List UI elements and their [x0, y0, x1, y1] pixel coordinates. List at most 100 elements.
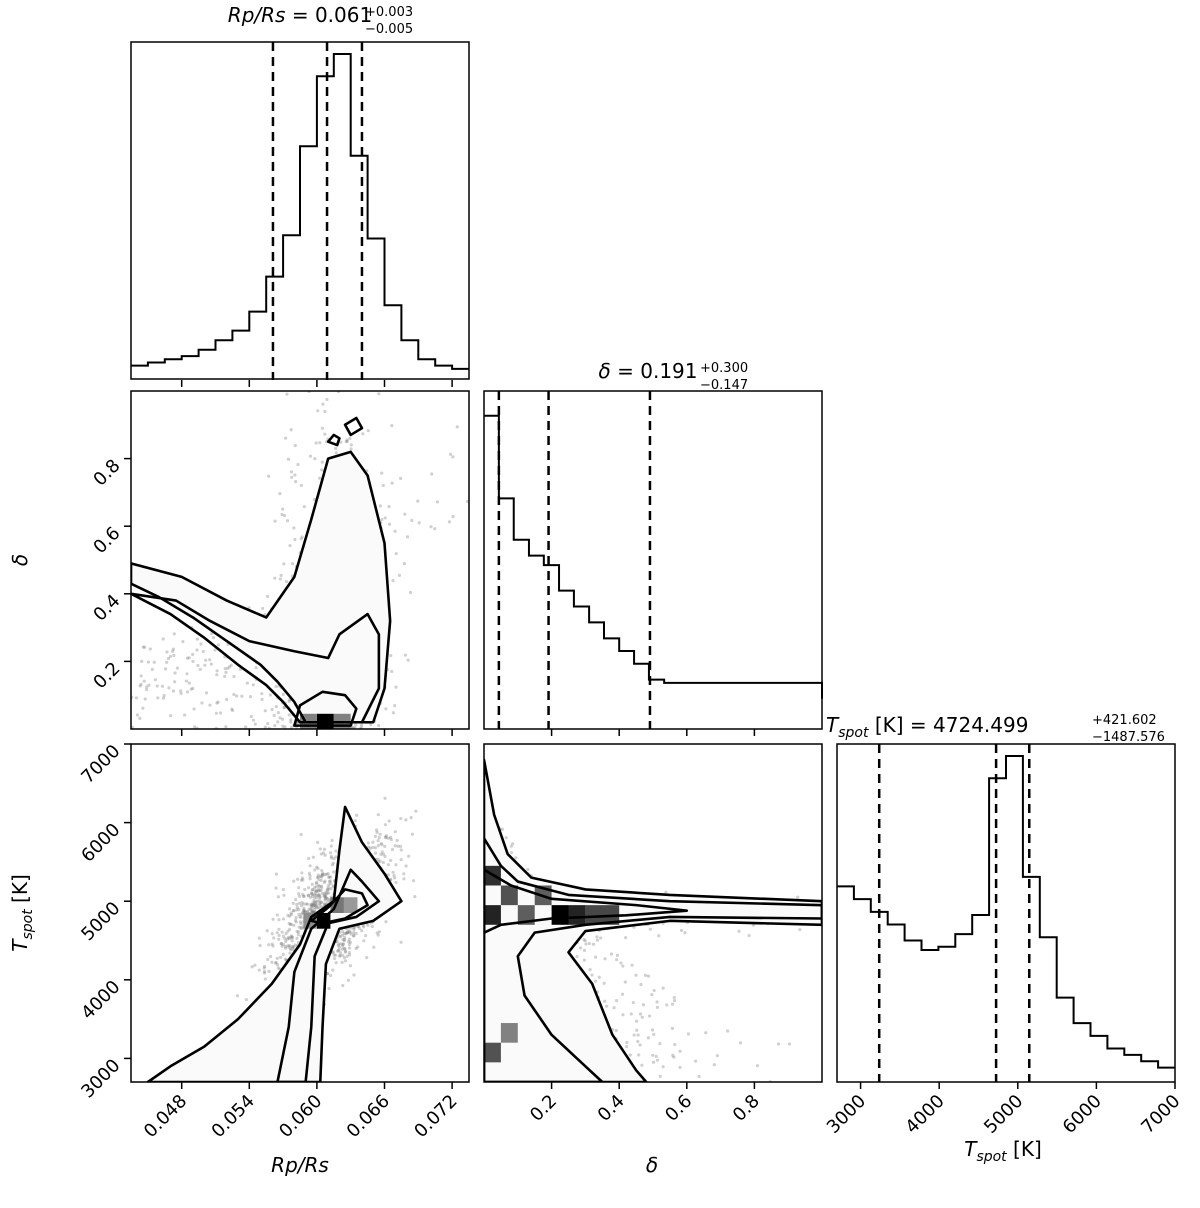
sample-point	[377, 723, 381, 728]
sample-point	[595, 938, 600, 942]
sample-point	[321, 891, 325, 896]
sample-point	[370, 924, 374, 929]
sample-point	[310, 906, 314, 910]
density-cell-9	[500, 1023, 518, 1043]
sample-point	[327, 898, 331, 902]
sample-point	[327, 891, 331, 895]
sample-point	[390, 669, 394, 674]
sample-point	[335, 939, 339, 944]
sample-point	[305, 910, 309, 914]
sample-point	[321, 851, 326, 855]
sample-point	[284, 580, 289, 584]
sample-point	[323, 432, 327, 436]
sample-point	[430, 472, 434, 476]
panel-tspot-hist: 3000 4000 5000 6000 7000 Tspot [K] = 4724.49…	[823, 713, 1185, 1138]
sample-point	[73, 698, 76, 701]
sample-point	[331, 347, 334, 350]
sample-point	[326, 871, 330, 876]
sample-point	[393, 876, 397, 880]
tspot-ytick-label-0: 3000	[77, 1055, 124, 1102]
rp-xtick-label-2: 0.060	[275, 1091, 326, 1142]
sample-point	[289, 720, 293, 724]
rp-xtick-label-3: 0.066	[343, 1091, 394, 1142]
sample-point	[306, 893, 311, 897]
sample-point	[334, 849, 338, 853]
sample-point	[272, 936, 276, 940]
sample-point	[318, 899, 322, 903]
sample-point	[640, 1015, 644, 1019]
sample-point	[377, 930, 381, 934]
sample-point	[327, 883, 331, 887]
sample-point	[523, 459, 526, 462]
contour-level-2	[309, 888, 369, 925]
sample-point	[53, 682, 56, 685]
sample-point	[36, 713, 39, 716]
sample-point	[394, 552, 398, 556]
sample-point	[480, 498, 483, 501]
sample-point	[393, 844, 397, 848]
sample-point	[218, 711, 223, 715]
sample-point	[694, 1059, 698, 1063]
sample-point	[171, 689, 176, 693]
sample-point	[341, 942, 345, 946]
sample-point	[661, 986, 665, 990]
sample-point	[267, 943, 271, 947]
sample-point	[320, 901, 324, 905]
sample-point	[273, 961, 278, 965]
delta-xtick-label-0: 0.2	[526, 1091, 561, 1126]
sample-point	[319, 884, 324, 888]
sample-point	[323, 872, 327, 877]
sample-point	[210, 631, 214, 636]
sample-point	[179, 691, 183, 696]
sample-point	[142, 679, 146, 683]
tspot-ytick-label-3: 6000	[77, 819, 124, 866]
rp-tspot-density-cells	[147, 806, 402, 1082]
sample-point	[307, 856, 311, 861]
sample-point	[296, 932, 300, 937]
sample-point	[309, 891, 313, 895]
sample-point	[127, 711, 130, 714]
sample-point	[312, 363, 315, 366]
sample-point	[301, 894, 306, 898]
sample-point	[294, 898, 298, 902]
density-cell-4	[551, 905, 569, 925]
contour-level-0	[484, 758, 822, 1082]
sample-point	[208, 658, 212, 662]
rp-delta-frame	[130, 390, 470, 730]
sample-point	[196, 663, 200, 668]
sample-point	[292, 909, 296, 913]
sample-point	[325, 891, 329, 895]
sample-point	[332, 857, 336, 861]
sample-point	[352, 973, 356, 977]
sample-point	[290, 934, 294, 938]
sample-point	[314, 893, 318, 897]
sample-point	[397, 573, 402, 577]
sample-point	[448, 452, 453, 456]
sample-point	[314, 889, 319, 893]
rp-delta-yticks: 0.2 0.4 0.6 0.8	[89, 455, 131, 693]
sample-point	[292, 923, 296, 927]
sample-point	[338, 954, 342, 958]
sample-point	[330, 863, 335, 867]
sample-point	[299, 832, 303, 837]
sample-point	[396, 844, 400, 848]
sample-point	[290, 939, 294, 943]
sample-point	[347, 942, 352, 947]
sample-point	[603, 999, 607, 1003]
sample-point	[329, 973, 333, 978]
sample-point	[263, 725, 268, 729]
sample-point	[646, 1036, 650, 1040]
sample-point	[326, 972, 330, 976]
sample-point	[265, 594, 270, 599]
sample-point	[278, 492, 282, 496]
sample-point	[289, 911, 293, 915]
sample-point	[52, 709, 55, 712]
sample-point	[638, 1012, 643, 1016]
sample-point	[346, 978, 350, 982]
sample-point	[599, 936, 603, 940]
sample-point	[281, 943, 286, 947]
sample-point	[292, 526, 296, 530]
sample-point	[276, 710, 281, 715]
sample-point	[145, 685, 149, 689]
sample-point	[303, 909, 307, 913]
